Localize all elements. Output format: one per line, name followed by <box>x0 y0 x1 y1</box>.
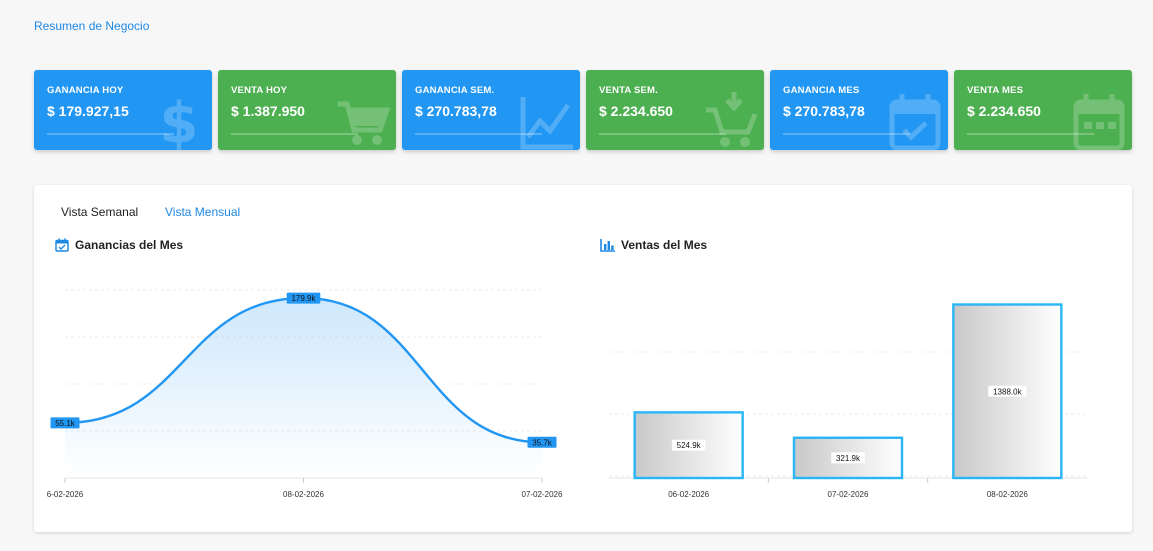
tab-vista-semanal[interactable]: Vista Semanal <box>61 205 139 219</box>
cart-icon <box>338 101 390 145</box>
kpi-value: $ 1.387.950 <box>231 103 305 119</box>
trend-icon <box>520 97 573 150</box>
kpi-value: $ 270.783,78 <box>783 103 865 119</box>
kpi-divider <box>415 133 542 135</box>
kpi-value: $ 2.234.650 <box>967 103 1041 119</box>
x-tick-label: 07-02-2026 <box>828 490 869 499</box>
data-label: 524.9k <box>671 439 706 451</box>
x-tick-label: 07-02-2026 <box>522 490 563 499</box>
kpi-divider <box>599 133 726 135</box>
x-tick-label: 6-02-2026 <box>47 490 84 499</box>
tab-vista-mensual[interactable]: Vista Mensual <box>165 205 241 219</box>
bar <box>952 303 1063 480</box>
data-label: 55.1k <box>50 417 80 429</box>
kpi-value: $ 270.783,78 <box>415 103 497 119</box>
ganancias-title-text: Ganancias del Mes <box>75 238 184 252</box>
x-tick-label: 06-02-2026 <box>668 490 709 499</box>
kpi-divider <box>47 133 174 135</box>
kpi-card-ganancia-sem: GANANCIA SEM. $ 270.783,78 <box>402 70 580 150</box>
kpi-card-venta-mes: VENTA MES $ 2.234.650 <box>954 70 1132 150</box>
kpi-title: VENTA SEM. <box>599 85 659 96</box>
resumen-negocio-link[interactable]: Resumen de Negocio <box>34 19 150 33</box>
ventas-section-title: Ventas del Mes <box>600 238 707 252</box>
kpi-divider <box>231 133 358 135</box>
bar <box>792 436 904 480</box>
kpi-card-ganancia-hoy: GANANCIA HOY $ 179.927,15 $ <box>34 70 212 150</box>
bar-chart-icon <box>600 238 615 252</box>
calendar-check-icon <box>55 238 69 252</box>
data-label: 35.7k <box>527 436 557 448</box>
calendar-icon <box>1073 94 1125 150</box>
svg-text:321.9k: 321.9k <box>836 454 861 463</box>
kpi-title: VENTA HOY <box>231 85 288 96</box>
svg-text:$: $ <box>160 92 199 150</box>
kpi-card-ganancia-mes: GANANCIA MES $ 270.783,78 <box>770 70 948 150</box>
kpi-card-venta-sem: VENTA SEM. $ 2.234.650 <box>586 70 764 150</box>
kpi-title: GANANCIA HOY <box>47 85 124 96</box>
dollar-icon: $ <box>160 92 199 150</box>
kpi-divider <box>967 133 1094 135</box>
kpi-divider <box>783 133 910 135</box>
charts-panel: Vista Semanal Vista Mensual Ganancias de… <box>34 185 1132 532</box>
kpi-title: GANANCIA SEM. <box>415 85 495 96</box>
svg-text:179.9k: 179.9k <box>291 294 316 303</box>
svg-text:55.1k: 55.1k <box>55 419 76 428</box>
cart-download-icon <box>706 92 758 147</box>
bar <box>633 411 744 480</box>
kpi-value: $ 179.927,15 <box>47 103 129 119</box>
area-fill <box>65 298 542 478</box>
ganancias-section-title: Ganancias del Mes <box>55 238 183 252</box>
x-tick-label: 08-02-2026 <box>283 490 324 499</box>
svg-text:1388.0k: 1388.0k <box>993 387 1022 396</box>
svg-text:524.9k: 524.9k <box>677 441 702 450</box>
kpi-value: $ 2.234.650 <box>599 103 673 119</box>
kpi-title: GANANCIA MES <box>783 85 860 96</box>
kpi-title: VENTA MES <box>967 85 1024 96</box>
data-label: 1388.0k <box>988 385 1027 397</box>
calendar-check-icon <box>889 94 941 150</box>
kpi-card-venta-hoy: VENTA HOY $ 1.387.950 <box>218 70 396 150</box>
kpi-cards: GANANCIA HOY $ 179.927,15 $ VENTA HOY $ … <box>34 70 1132 150</box>
data-label: 321.9k <box>831 452 865 464</box>
data-label: 179.9k <box>286 292 321 304</box>
ventas-title-text: Ventas del Mes <box>621 238 708 252</box>
ganancias-area-chart: 6-02-2026 55.1k 08-02-2026 179.9k 07-02-2026… <box>47 289 563 499</box>
x-tick-label: 08-02-2026 <box>987 490 1028 499</box>
svg-text:35.7k: 35.7k <box>532 438 553 447</box>
